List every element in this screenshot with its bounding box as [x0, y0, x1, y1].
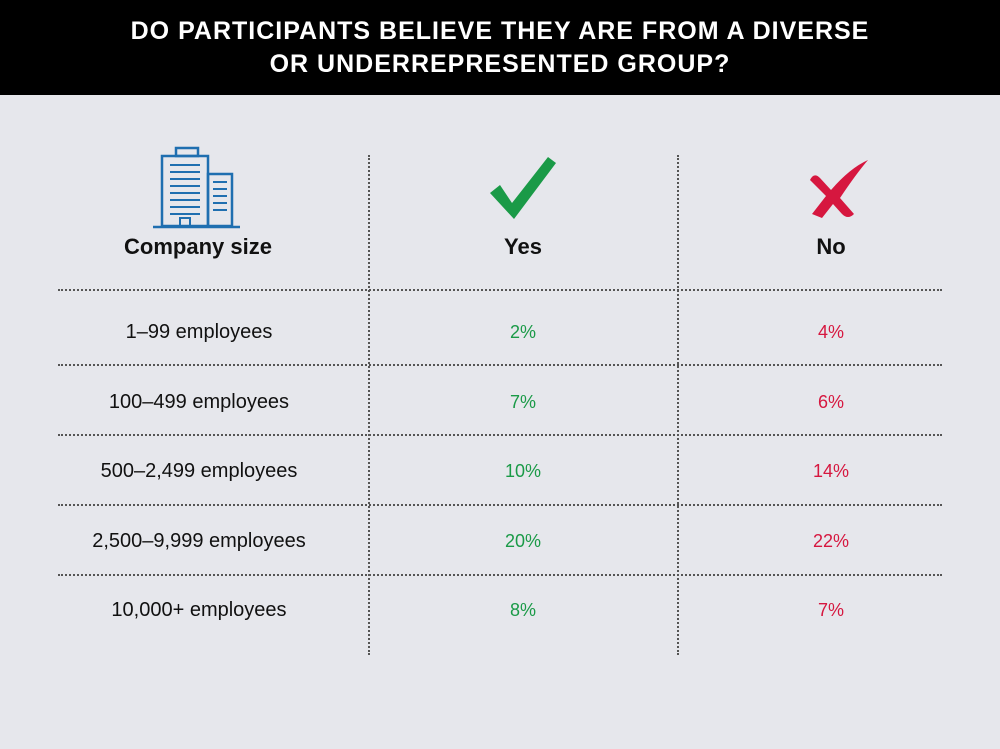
- no-value: 6%: [817, 392, 844, 412]
- no-value: 4%: [817, 322, 844, 342]
- row-label: 1–99 employees: [125, 321, 273, 343]
- column-header-yes: Yes: [504, 234, 542, 259]
- yes-value: 7%: [509, 392, 536, 412]
- yes-value: 20%: [504, 531, 542, 551]
- row-label: 100–499 employees: [108, 391, 290, 413]
- building-icon: [153, 146, 240, 229]
- yes-value: 10%: [504, 461, 542, 481]
- row-label: 10,000+ employees: [111, 599, 287, 621]
- yes-value: 8%: [509, 600, 536, 620]
- title-line-1: DO PARTICIPANTS BELIEVE THEY ARE FROM A …: [130, 16, 870, 45]
- column-divider-2: [677, 155, 679, 655]
- x-mark-icon: [810, 160, 868, 218]
- row-divider: [58, 289, 942, 291]
- row-divider: [58, 504, 942, 506]
- no-value: 7%: [817, 600, 844, 620]
- no-value: 22%: [812, 531, 850, 551]
- no-value: 14%: [812, 461, 850, 481]
- row-label: 2,500–9,999 employees: [92, 530, 306, 552]
- row-divider: [58, 364, 942, 366]
- checkmark-icon: [490, 157, 556, 219]
- title-banner: DO PARTICIPANTS BELIEVE THEY ARE FROM A …: [0, 0, 1000, 95]
- column-header-no: No: [816, 234, 846, 259]
- row-label: 500–2,499 employees: [100, 460, 298, 482]
- row-divider: [58, 434, 942, 436]
- column-divider-1: [368, 155, 370, 655]
- yes-value: 2%: [509, 322, 536, 342]
- row-divider: [58, 574, 942, 576]
- title-line-2: OR UNDERREPRESENTED GROUP?: [269, 49, 731, 78]
- column-header-company-size: Company size: [124, 234, 272, 259]
